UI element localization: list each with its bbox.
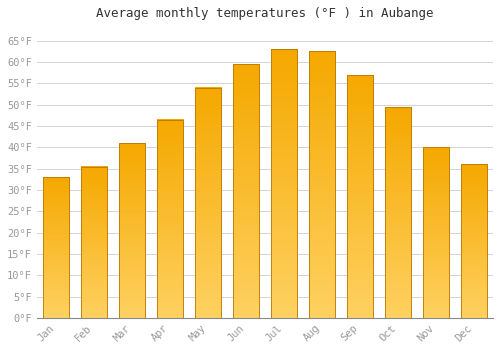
Bar (270, 49, 297, 318)
Bar (422, 147, 450, 318)
Bar (194, 88, 221, 318)
Bar (80, 167, 107, 318)
Bar (460, 164, 487, 318)
Bar (118, 143, 145, 318)
Title: Average monthly temperatures (°F ) in Aubange: Average monthly temperatures (°F ) in Au… (96, 7, 434, 20)
Bar (156, 120, 183, 318)
Bar (308, 51, 336, 318)
Bar (232, 64, 259, 318)
Bar (346, 75, 374, 318)
Bar (384, 107, 411, 318)
Bar (42, 177, 69, 318)
